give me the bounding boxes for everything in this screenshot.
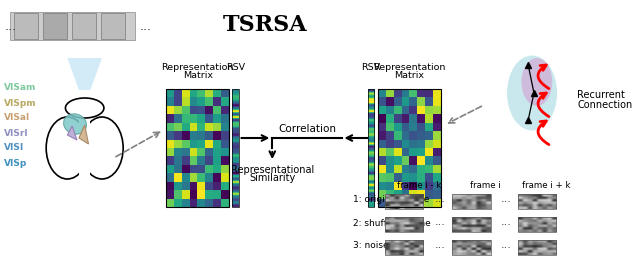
Ellipse shape xyxy=(63,114,86,134)
Text: RSV: RSV xyxy=(226,63,244,73)
Text: VISal: VISal xyxy=(4,113,30,122)
Ellipse shape xyxy=(46,117,88,179)
Text: VISpm: VISpm xyxy=(4,98,36,107)
Bar xyxy=(232,89,239,207)
Text: 2: shuffled frame: 2: shuffled frame xyxy=(353,218,431,227)
Ellipse shape xyxy=(81,117,123,179)
Text: Matrix: Matrix xyxy=(394,72,424,81)
Bar xyxy=(72,13,96,39)
Bar xyxy=(10,12,134,40)
Ellipse shape xyxy=(507,55,557,131)
Text: VISrl: VISrl xyxy=(4,128,28,138)
Text: ···: ··· xyxy=(500,197,511,207)
Polygon shape xyxy=(67,58,102,90)
Bar xyxy=(385,194,423,209)
Ellipse shape xyxy=(65,98,104,118)
Text: ···: ··· xyxy=(435,243,446,253)
Text: Similarity: Similarity xyxy=(249,173,296,183)
Bar xyxy=(385,240,423,255)
Text: frame i: frame i xyxy=(470,181,501,190)
Bar xyxy=(378,89,441,207)
Text: Representation: Representation xyxy=(373,63,445,73)
Text: ···: ··· xyxy=(435,197,446,207)
Bar xyxy=(79,120,90,178)
Text: ···: ··· xyxy=(500,220,511,230)
Bar xyxy=(44,13,67,39)
Bar xyxy=(367,89,374,207)
Text: Representational: Representational xyxy=(230,165,314,175)
Text: Connection: Connection xyxy=(577,100,632,110)
Text: 1: original movie: 1: original movie xyxy=(353,196,429,205)
Text: Matrix: Matrix xyxy=(182,72,212,81)
Text: ...: ... xyxy=(140,20,152,33)
Bar xyxy=(452,240,491,255)
Text: VISam: VISam xyxy=(4,84,36,92)
Text: VISp: VISp xyxy=(4,159,27,168)
Bar xyxy=(452,194,491,209)
Bar xyxy=(518,240,556,255)
Text: ···: ··· xyxy=(435,220,446,230)
Bar xyxy=(518,194,556,209)
Text: frame i - k: frame i - k xyxy=(397,181,442,190)
Text: Representation: Representation xyxy=(161,63,234,73)
Bar xyxy=(452,217,491,232)
Bar xyxy=(166,89,229,207)
Bar xyxy=(15,13,38,39)
Text: Recurrent: Recurrent xyxy=(577,90,625,100)
Bar xyxy=(518,217,556,232)
Ellipse shape xyxy=(522,58,552,106)
Text: 3: noise image: 3: noise image xyxy=(353,242,420,251)
Text: Correlation: Correlation xyxy=(278,124,336,134)
Text: RSV: RSV xyxy=(362,63,380,73)
Bar xyxy=(101,13,125,39)
Polygon shape xyxy=(79,125,88,144)
Text: ···: ··· xyxy=(500,243,511,253)
Text: TSRSA: TSRSA xyxy=(222,14,307,36)
Text: frame i + k: frame i + k xyxy=(522,181,571,190)
Text: VISI: VISI xyxy=(4,144,24,153)
Text: ...: ... xyxy=(5,20,17,33)
Polygon shape xyxy=(67,126,77,140)
Bar xyxy=(385,217,423,232)
